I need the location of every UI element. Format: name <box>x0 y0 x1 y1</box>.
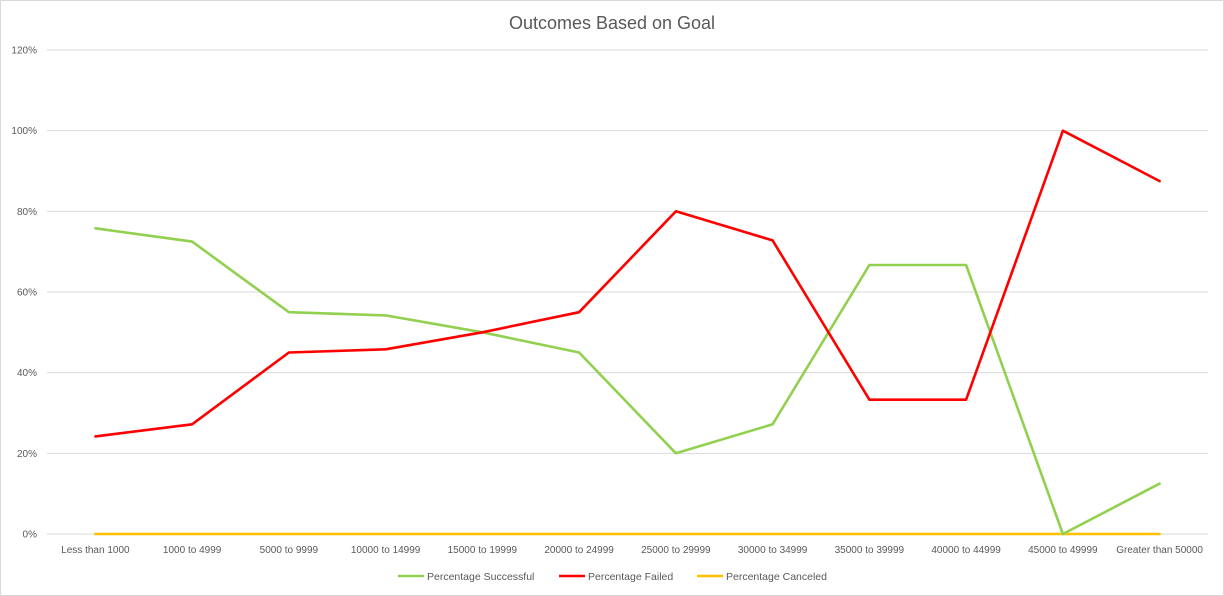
chart-title: Outcomes Based on Goal <box>509 13 715 33</box>
series-lines <box>94 129 1161 536</box>
gridlines <box>47 49 1208 535</box>
legend: Percentage Successful Percentage Failed Pe… <box>398 571 827 583</box>
series-line-percentage-successful <box>94 227 1161 536</box>
y-axis-ticks: 0% 20% 40% 60% 80% 100% 120% <box>11 46 37 541</box>
x-tick-label: 10000 to 14999 <box>351 545 421 556</box>
y-tick-label: 100% <box>11 126 37 137</box>
x-tick-label: 30000 to 34999 <box>738 545 808 556</box>
x-tick-label: 15000 to 19999 <box>448 545 518 556</box>
legend-label-percentage-canceled: Percentage Canceled <box>726 571 827 583</box>
legend-label-percentage-failed: Percentage Failed <box>588 571 673 583</box>
y-tick-label: 60% <box>17 288 37 299</box>
x-tick-label: Greater than 50000 <box>1116 545 1203 556</box>
x-axis-ticks: Less than 1000 1000 to 4999 5000 to 9999 10… <box>61 545 1203 556</box>
y-tick-label: 0% <box>23 530 38 541</box>
legend-label-percentage-successful: Percentage Successful <box>427 571 534 583</box>
y-tick-label: 80% <box>17 207 37 218</box>
x-tick-label: 45000 to 49999 <box>1028 545 1098 556</box>
series-line-percentage-failed <box>94 129 1161 438</box>
y-tick-label: 120% <box>11 46 37 57</box>
x-tick-label: 25000 to 29999 <box>641 545 711 556</box>
y-tick-label: 40% <box>17 368 37 379</box>
x-tick-label: 1000 to 4999 <box>163 545 222 556</box>
x-tick-label: Less than 1000 <box>61 545 130 556</box>
x-tick-label: 5000 to 9999 <box>260 545 319 556</box>
x-tick-label: 20000 to 24999 <box>544 545 614 556</box>
y-tick-label: 20% <box>17 449 37 460</box>
x-tick-label: 35000 to 39999 <box>835 545 905 556</box>
x-tick-label: 40000 to 44999 <box>931 545 1001 556</box>
